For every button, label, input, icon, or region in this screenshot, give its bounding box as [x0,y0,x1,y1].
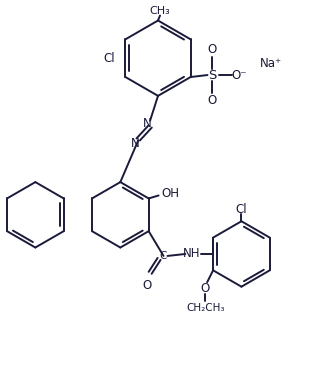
Text: O⁻: O⁻ [232,69,247,81]
Text: O: O [208,94,217,107]
Text: Na⁺: Na⁺ [260,57,282,69]
Text: OH: OH [161,187,180,200]
Text: N: N [143,117,152,130]
Text: O: O [142,279,151,292]
Text: N: N [131,137,140,150]
Text: CH₂CH₃: CH₂CH₃ [186,303,225,313]
Text: NH: NH [182,247,200,261]
Text: CH₃: CH₃ [150,6,170,15]
Text: Cl: Cl [236,203,247,216]
Text: C: C [160,251,167,261]
Text: S: S [208,69,217,81]
Text: O: O [208,43,217,56]
Text: Cl: Cl [104,52,115,65]
Text: O: O [201,282,210,295]
